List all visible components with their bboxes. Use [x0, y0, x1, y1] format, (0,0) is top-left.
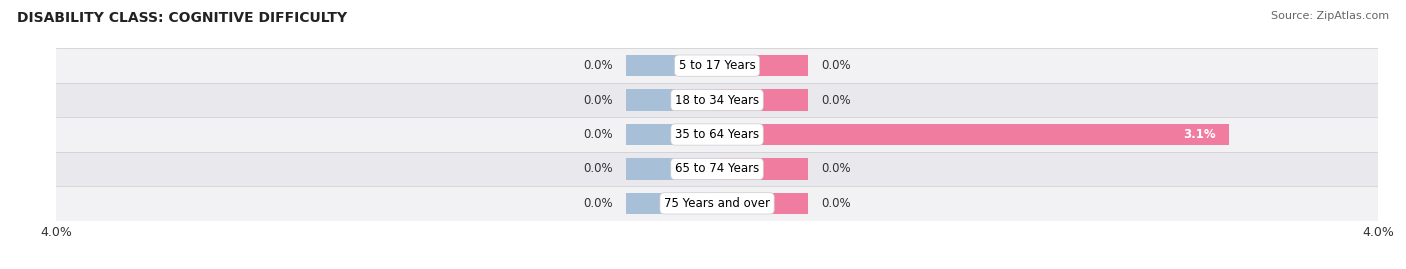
Text: 0.0%: 0.0% [583, 197, 613, 210]
Text: DISABILITY CLASS: COGNITIVE DIFFICULTY: DISABILITY CLASS: COGNITIVE DIFFICULTY [17, 11, 347, 25]
Bar [717, 193, 808, 214]
Text: 35 to 64 Years: 35 to 64 Years [675, 128, 759, 141]
Text: 0.0%: 0.0% [583, 162, 613, 175]
Text: 0.0%: 0.0% [583, 94, 613, 107]
Text: 0.0%: 0.0% [821, 59, 851, 72]
Bar [626, 55, 717, 76]
Text: 65 to 74 Years: 65 to 74 Years [675, 162, 759, 175]
Text: 0.0%: 0.0% [821, 94, 851, 107]
Bar [56, 117, 1378, 152]
Bar [717, 89, 808, 111]
Bar [56, 83, 1378, 117]
Text: 0.0%: 0.0% [821, 197, 851, 210]
Text: Source: ZipAtlas.com: Source: ZipAtlas.com [1271, 11, 1389, 21]
Text: 75 Years and over: 75 Years and over [664, 197, 770, 210]
Bar [56, 48, 1378, 83]
Text: 3.1%: 3.1% [1184, 128, 1216, 141]
Bar [56, 186, 1378, 221]
Text: 0.0%: 0.0% [821, 162, 851, 175]
Text: 18 to 34 Years: 18 to 34 Years [675, 94, 759, 107]
Bar [626, 193, 717, 214]
Bar [717, 124, 1229, 145]
Bar [56, 152, 1378, 186]
Bar [717, 158, 808, 180]
Text: 0.0%: 0.0% [583, 128, 613, 141]
Bar [626, 124, 717, 145]
Text: 5 to 17 Years: 5 to 17 Years [679, 59, 755, 72]
Bar [626, 158, 717, 180]
Bar [626, 89, 717, 111]
Bar [717, 55, 808, 76]
Text: 0.0%: 0.0% [583, 59, 613, 72]
